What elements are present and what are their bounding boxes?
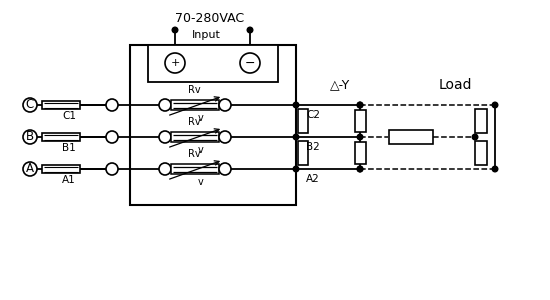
Circle shape <box>219 163 231 175</box>
Circle shape <box>293 134 299 140</box>
Bar <box>42 133 80 141</box>
Circle shape <box>357 102 363 108</box>
Bar <box>148 45 278 82</box>
Circle shape <box>492 166 498 172</box>
Text: v: v <box>198 145 204 155</box>
Text: Rv: Rv <box>188 117 200 127</box>
Text: B: B <box>26 130 34 143</box>
Text: Load: Load <box>438 78 472 92</box>
Circle shape <box>293 166 299 172</box>
Text: +: + <box>170 58 180 68</box>
Bar <box>389 130 433 144</box>
Circle shape <box>106 99 118 111</box>
Bar <box>171 100 219 110</box>
Circle shape <box>172 27 178 33</box>
Text: Rv: Rv <box>188 149 200 159</box>
Text: B1: B1 <box>62 143 76 153</box>
Bar <box>42 101 80 109</box>
Bar <box>171 164 219 174</box>
Circle shape <box>357 166 363 172</box>
Circle shape <box>23 162 37 176</box>
Text: −: − <box>245 56 255 70</box>
Bar <box>298 141 308 165</box>
Bar <box>355 142 366 164</box>
Circle shape <box>106 131 118 143</box>
Text: A1: A1 <box>62 175 76 185</box>
Bar <box>42 165 80 173</box>
Circle shape <box>357 166 363 172</box>
Bar <box>171 132 219 142</box>
Circle shape <box>219 99 231 111</box>
Text: v: v <box>198 113 204 123</box>
Text: B2: B2 <box>306 142 320 152</box>
Text: C1: C1 <box>62 111 76 121</box>
Circle shape <box>159 99 171 111</box>
Text: A2: A2 <box>306 174 320 184</box>
Text: C2: C2 <box>306 110 320 120</box>
Circle shape <box>165 53 185 73</box>
Text: C: C <box>26 98 34 112</box>
Circle shape <box>247 27 253 33</box>
Circle shape <box>472 134 478 140</box>
Circle shape <box>159 131 171 143</box>
Circle shape <box>159 163 171 175</box>
Bar <box>475 109 487 133</box>
Bar <box>298 109 308 133</box>
Circle shape <box>293 102 299 108</box>
Text: Input: Input <box>191 30 221 40</box>
Circle shape <box>357 134 363 140</box>
Text: Rv: Rv <box>188 85 200 95</box>
Bar <box>355 110 366 132</box>
Bar <box>130 45 296 205</box>
Circle shape <box>492 102 498 108</box>
Circle shape <box>240 53 260 73</box>
Circle shape <box>106 163 118 175</box>
Circle shape <box>219 131 231 143</box>
Circle shape <box>357 102 363 108</box>
Text: v: v <box>198 177 204 187</box>
Bar <box>475 141 487 165</box>
Text: △-Y: △-Y <box>330 79 350 92</box>
Text: A: A <box>26 163 34 176</box>
Circle shape <box>23 98 37 112</box>
Text: 70-280VAC: 70-280VAC <box>175 11 245 25</box>
Circle shape <box>23 130 37 144</box>
